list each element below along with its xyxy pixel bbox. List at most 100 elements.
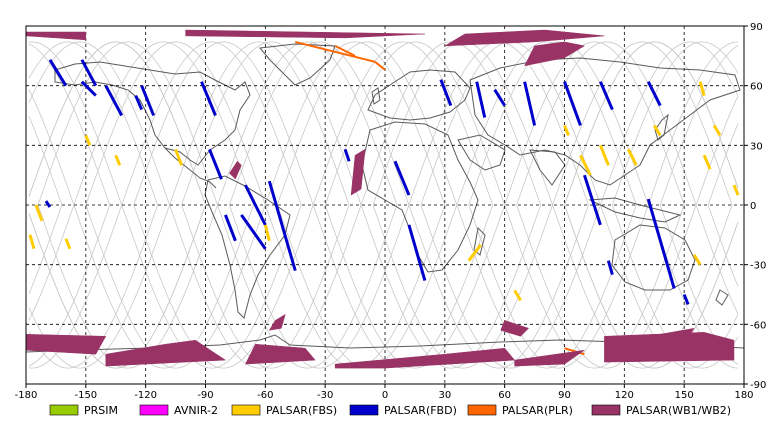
swath-palsar-fbd- [393,160,411,196]
swath-palsar-fbs- [698,81,706,97]
swath-palsar-fbd- [475,81,487,118]
swath-palsar-wb [268,313,286,331]
x-tick-label: 30 [438,390,451,401]
swath-palsar-fbd- [244,184,267,226]
x-tick-label: -30 [317,390,333,401]
swath-palsar-wb [524,41,586,67]
legend-label: PALSAR(WB1/WB2) [626,404,731,417]
x-tick-label: 150 [675,390,694,401]
y-tick-label: -30 [750,261,766,272]
y-tick-label: -60 [750,320,766,331]
legend-swatch [591,404,621,416]
orbit-track [28,41,739,369]
swath-palsar-fbd- [224,214,237,242]
coastline-africa [361,121,479,273]
swath-palsar-fbs- [732,184,740,196]
swath-palsar-fbs- [263,224,271,242]
swath-palsar-fbs- [579,154,592,176]
x-tick-label: 180 [734,390,753,401]
swath-palsar-plr- [564,347,585,356]
swath-palsar-wb [514,349,585,367]
swath-palsar-wb [105,339,227,367]
swath-palsar-fbs- [28,234,36,250]
swath-palsar-wb [500,320,530,337]
swath-palsar-fbd- [200,81,217,117]
swath-palsar-fbs- [626,148,638,166]
swath-palsar-wb [185,29,425,39]
x-tick-label: -150 [74,390,97,401]
legend-swatch [467,404,497,416]
swath-palsar-wb [444,29,605,47]
swath-palsar-fbd- [493,88,506,107]
swath-palsar-fbs- [563,124,570,136]
swath-palsar-fbd- [134,95,144,111]
swath-palsar-fbd- [682,293,690,306]
coastline-new-zealand [715,289,729,306]
longitude-axis: -180 -150 -120 -90 -60 -30 0 30 60 90 120 150 180 [15,384,754,401]
swath-palsar-fbs- [467,243,482,262]
swath-palsar-fbd- [343,148,351,162]
swath-palsar-fbs- [712,124,722,137]
swath-palsar-plr- [334,44,356,57]
swath-palsar-wb [244,343,316,365]
orbit-track [28,41,739,369]
swath-palsar-fbd- [583,174,602,226]
latitude-axis: 90 60 30 0 -30 -60 -90 [744,22,766,391]
swath-palsar-wb [653,327,695,345]
swath-palsar-plr- [295,40,376,63]
swath-palsar-fbd- [240,214,267,250]
legend: PRSIM AVNIR-2 PALSAR(FBS) PALSAR(FBD) PALSAR… [49,404,731,417]
y-tick-label: 90 [750,22,763,33]
swath-palsar-fbd- [646,198,676,289]
legend-label: PALSAR(FBS) [266,404,337,417]
swath-palsar-fbd- [140,85,156,117]
orbit-track [28,41,739,369]
coastline-indonesia [588,197,682,223]
coastline-madagascar [473,226,486,256]
swath-palsar-fbd- [80,59,98,87]
observation-swaths [25,29,740,369]
swath-palsar-fbs- [599,144,610,166]
y-tick-label: 30 [750,141,763,152]
swath-palsar-plr- [374,61,386,71]
coastline-south-america [204,175,291,319]
x-tick-label: 90 [558,390,571,401]
swath-palsar-fbd- [48,59,68,87]
swath-palsar-fbs- [513,289,522,302]
map-plot-area [25,25,745,385]
orbit-track [28,41,739,369]
coastline-north-america [54,61,251,166]
coastline-europe [367,69,471,121]
swath-palsar-fbs- [114,154,122,166]
y-tick-label: 0 [750,201,756,212]
coastline-central-america [164,147,217,189]
swath-palsar-wb [350,148,366,196]
coastline-india [529,149,566,186]
x-tick-label: -90 [197,390,213,401]
y-tick-label: 60 [750,82,763,93]
swath-palsar-fbs- [692,253,702,266]
orbit-track [28,41,739,369]
swath-palsar-fbd- [646,81,662,107]
x-tick-label: -180 [15,390,38,401]
swath-palsar-fbs- [702,154,712,170]
legend-label: AVNIR-2 [174,404,218,417]
y-tick-label: -90 [750,380,766,391]
legend-label: PALSAR(FBD) [384,404,457,417]
swath-palsar-fbd- [407,224,427,281]
x-tick-label: 0 [382,390,388,401]
coastline-arabia [457,134,506,171]
swath-palsar-fbs- [652,124,662,137]
swath-palsar-fbd- [44,200,52,208]
swath-palsar-fbd- [80,80,97,97]
legend-swatch [49,404,79,416]
swath-palsar-fbs- [64,238,72,250]
x-tick-label: -60 [257,390,273,401]
swath-palsar-fbd- [606,260,614,276]
legend-label: PALSAR(PLR) [502,404,573,417]
x-tick-label: 120 [615,390,634,401]
swath-palsar-fbs- [34,204,44,222]
swath-palsar-fbd- [439,79,453,107]
swath-palsar-fbs- [84,134,92,146]
